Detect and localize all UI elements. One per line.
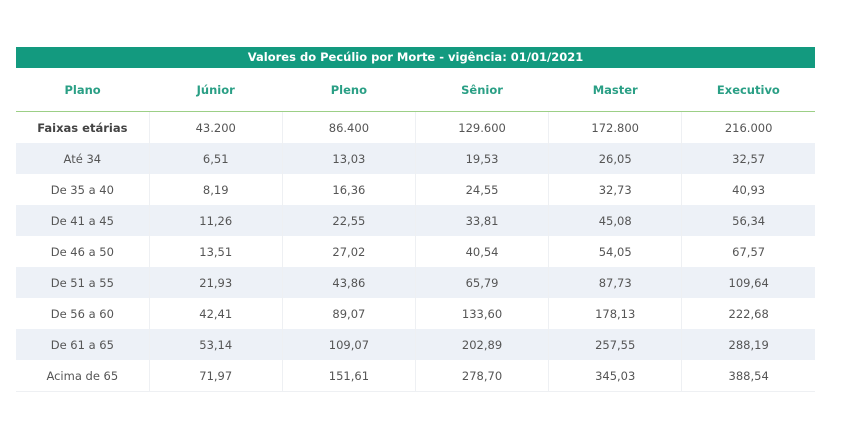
table-row: De 41 a 45 11,26 22,55 33,81 45,08 56,34 (16, 205, 815, 236)
table-cell: 26,05 (548, 143, 682, 174)
table-cell: 109,64 (681, 267, 815, 298)
table-cell: 67,57 (681, 236, 815, 267)
table-cell: 288,19 (681, 329, 815, 360)
column-header: Executivo (681, 68, 815, 112)
table-cell: 24,55 (414, 174, 549, 205)
table-cell: 388,54 (681, 360, 815, 392)
table-cell: 13,03 (281, 143, 416, 174)
row-label: De 41 a 45 (16, 205, 150, 236)
table-row: De 61 a 65 53,14 109,07 202,89 257,55 288,19 (16, 329, 815, 360)
table-cell: 257,55 (548, 329, 682, 360)
table-row: Faixas etárias 43.200 86.400 129.600 172.800… (16, 111, 815, 143)
table-cell: 109,07 (281, 329, 416, 360)
table-cell: 27,02 (281, 236, 416, 267)
table-cell: 33,81 (414, 205, 549, 236)
table-title: Valores do Pecúlio por Morte - vigência:… (16, 47, 815, 68)
table-cell: 19,53 (414, 143, 549, 174)
table-row: De 46 a 50 13,51 27,02 40,54 54,05 67,57 (16, 236, 815, 267)
table-cell: 22,55 (281, 205, 416, 236)
table-cell: 32,57 (681, 143, 815, 174)
table-cell: 8,19 (148, 174, 283, 205)
column-header: Plano (16, 68, 150, 112)
table-row: De 51 a 55 21,93 43,86 65,79 87,73 109,64 (16, 267, 815, 298)
table-cell: 21,93 (148, 267, 283, 298)
table-row: Acima de 65 71,97 151,61 278,70 345,03 388,54 (16, 360, 815, 392)
table-cell: 222,68 (681, 298, 815, 329)
table-row: De 35 a 40 8,19 16,36 24,55 32,73 40,93 (16, 174, 815, 205)
column-header: Sênior (415, 68, 549, 112)
row-label: Acima de 65 (16, 360, 150, 392)
table-cell: 43,86 (281, 267, 416, 298)
table-cell: 129.600 (414, 111, 549, 143)
row-label: De 35 a 40 (50, 182, 114, 197)
table-row: De 56 a 60 42,41 89,07 133,60 178,13 222,68 (16, 298, 815, 329)
table-cell: 278,70 (414, 360, 549, 392)
table-cell: 32,73 (548, 174, 682, 205)
table-cell: 40,93 (681, 174, 815, 205)
table-cell: 6,51 (148, 143, 283, 174)
table-cell: 86.400 (281, 111, 416, 143)
table-row: Até 34 6,51 13,03 19,53 26,05 32,57 (16, 143, 815, 174)
table-cell: 89,07 (281, 298, 416, 329)
table-cell: 53,14 (148, 329, 283, 360)
table-cell: 56,34 (681, 205, 815, 236)
row-label: De 46 a 50 (50, 244, 114, 259)
table-cell: 345,03 (548, 360, 682, 392)
table-cell: 45,08 (548, 205, 682, 236)
table-cell: 202,89 (414, 329, 549, 360)
column-header: Master (548, 68, 682, 112)
column-header: Júnior (149, 68, 283, 112)
table-cell: 16,36 (281, 174, 416, 205)
header-row: Plano Júnior Pleno Sênior Master Executivo (16, 68, 815, 112)
table-cell: 71,97 (148, 360, 283, 392)
row-label: De 51 a 55 (16, 267, 150, 298)
column-header: Pleno (282, 68, 416, 112)
table-cell: 133,60 (414, 298, 549, 329)
table-cell: 216.000 (681, 111, 815, 143)
table-cell: 65,79 (414, 267, 549, 298)
table-cell: 43.200 (148, 111, 283, 143)
table-cell: 54,05 (548, 236, 682, 267)
table-cell: 42,41 (148, 298, 283, 329)
table-cell: 11,26 (148, 205, 283, 236)
table-cell: 40,54 (414, 236, 549, 267)
row-label: Até 34 (16, 143, 150, 174)
peculio-table: Plano Júnior Pleno Sênior Master Executivo Fa… (16, 68, 815, 392)
table-cell: 172.800 (548, 111, 682, 143)
table-cell: 13,51 (148, 236, 283, 267)
table-cell: 87,73 (548, 267, 682, 298)
peculio-table-container: Valores do Pecúlio por Morte - vigência:… (16, 47, 815, 392)
table-cell: 178,13 (548, 298, 682, 329)
table-cell: 151,61 (281, 360, 416, 392)
row-label: De 61 a 65 (16, 329, 150, 360)
row-label: Faixas etárias (37, 120, 128, 135)
row-label: De 56 a 60 (50, 306, 114, 321)
